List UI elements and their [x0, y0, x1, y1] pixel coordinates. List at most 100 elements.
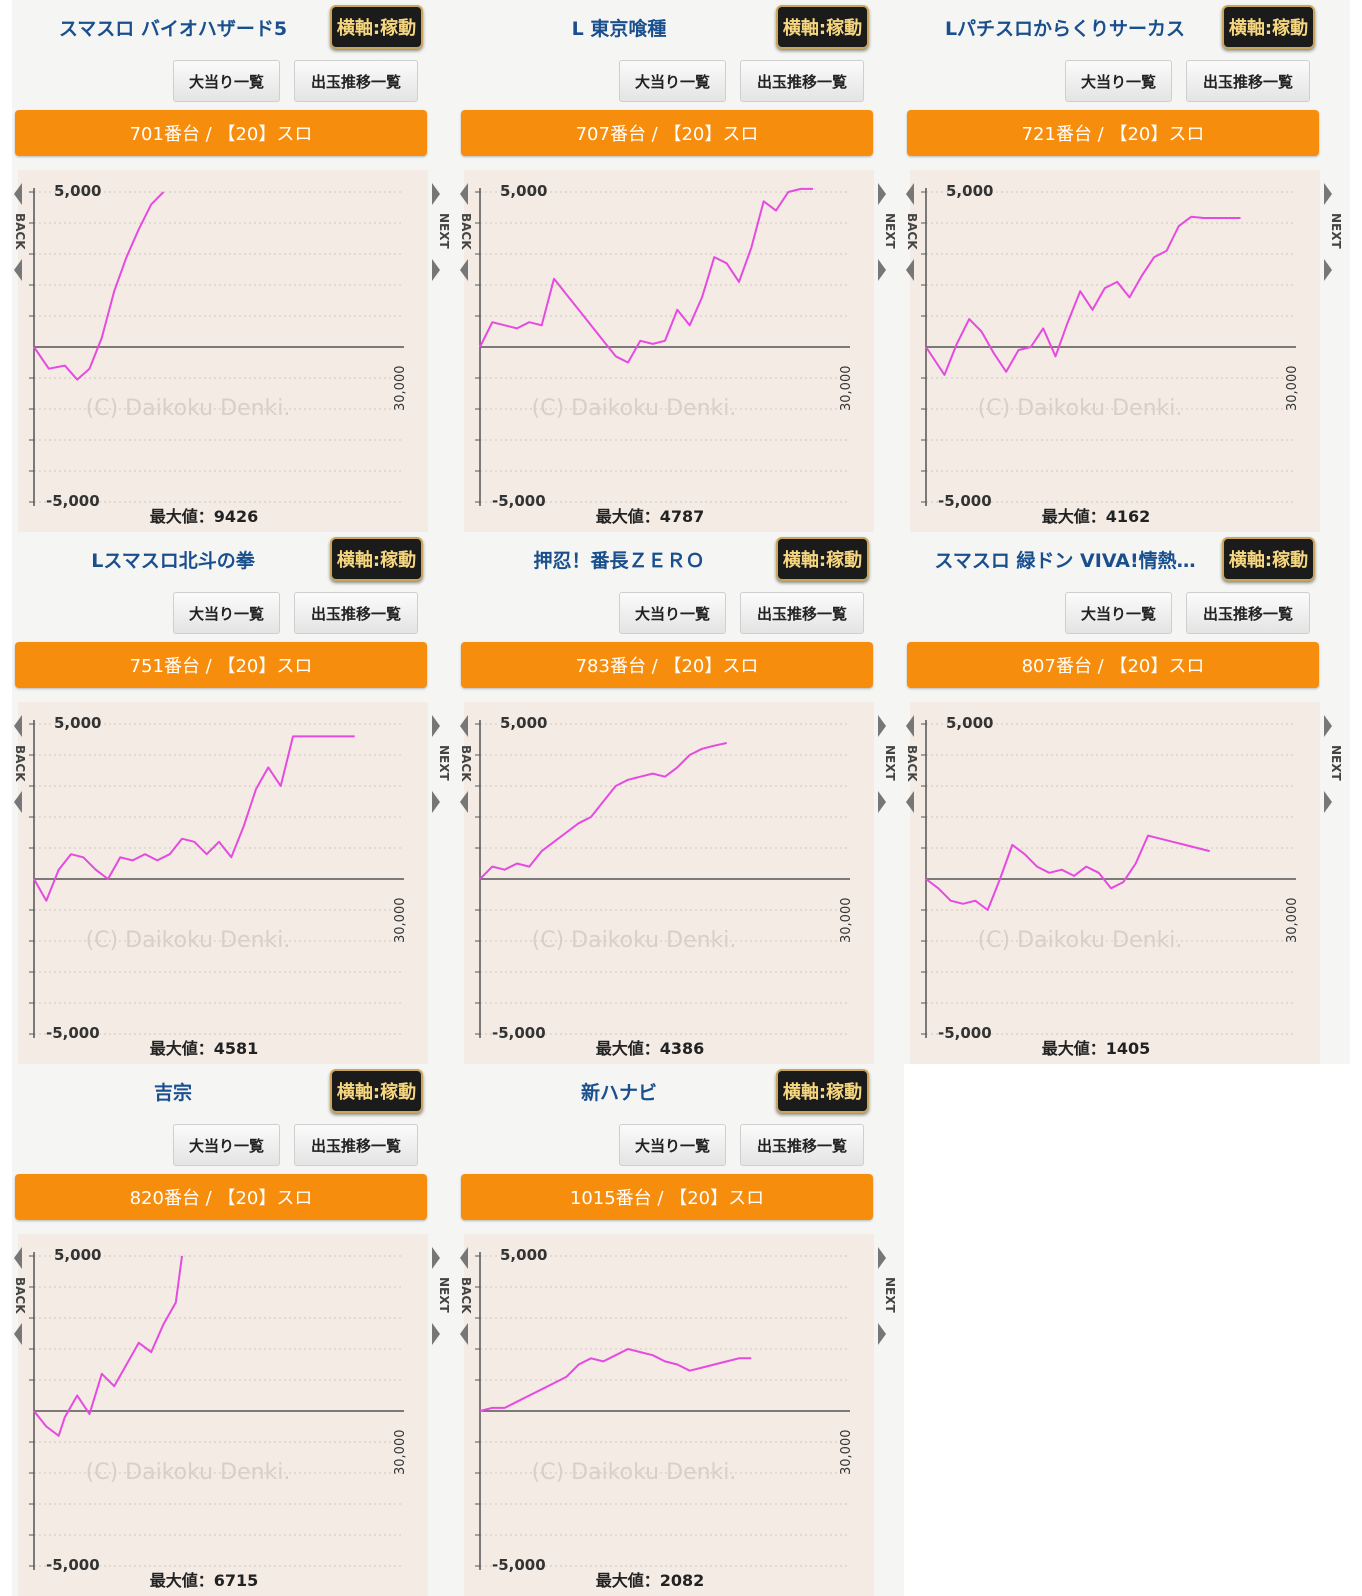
next-arrow-icon[interactable]: [432, 715, 440, 737]
next-arrow-icon[interactable]: [878, 259, 886, 281]
hits-list-button[interactable]: 大当り一覧: [619, 60, 726, 102]
machine-title[interactable]: Lパチスロからくりサーカス: [944, 18, 1186, 40]
watermark-text: (C) Daikoku Denki.: [86, 1460, 291, 1485]
axis-toggle-button[interactable]: 横軸:稼動: [330, 537, 423, 581]
back-arrow-icon[interactable]: [460, 183, 468, 205]
axis-toggle-button[interactable]: 横軸:稼動: [776, 1069, 869, 1113]
data-series-line: [33, 191, 165, 381]
machine-number-bar[interactable]: 707番台 / 【20】スロ: [461, 110, 873, 156]
hits-list-button[interactable]: 大当り一覧: [1065, 592, 1172, 634]
hits-list-button[interactable]: 大当り一覧: [173, 60, 280, 102]
machine-title[interactable]: 新ハナビ: [580, 1082, 657, 1104]
next-arrow-icon[interactable]: [1324, 791, 1332, 813]
hits-list-button[interactable]: 大当り一覧: [619, 592, 726, 634]
back-label: BACK: [13, 1277, 27, 1314]
back-arrow-icon[interactable]: [14, 715, 22, 737]
trend-list-button[interactable]: 出玉推移一覧: [740, 60, 864, 102]
graph-svg: 5,000 -5,000 30,000 (C) Daikoku Denki. 最大値：6…: [13, 1234, 451, 1596]
next-arrow-icon[interactable]: [878, 1247, 886, 1269]
watermark-text: (C) Daikoku Denki.: [532, 396, 737, 421]
slump-graph: 5,000 -5,000 30,000 (C) Daikoku Denki. 最大値：4…: [458, 702, 904, 1064]
next-arrow-icon[interactable]: [878, 791, 886, 813]
back-arrow-icon[interactable]: [460, 259, 468, 281]
trend-list-button[interactable]: 出玉推移一覧: [740, 1124, 864, 1166]
machine-panel: 押忍！番長ＺＥＲＯ 横軸:稼動 大当り一覧 出玉推移一覧 783番台 / 【20…: [458, 532, 904, 1064]
machine-title[interactable]: スマスロ バイオハザード5: [58, 18, 288, 40]
graph-background: [18, 702, 428, 1064]
axis-toggle-button[interactable]: 横軸:稼動: [1222, 537, 1315, 581]
watermark-text: (C) Daikoku Denki.: [532, 1460, 737, 1485]
trend-list-button[interactable]: 出玉推移一覧: [1186, 60, 1310, 102]
back-arrow-icon[interactable]: [906, 791, 914, 813]
back-arrow-icon[interactable]: [906, 715, 914, 737]
trend-list-button[interactable]: 出玉推移一覧: [1186, 592, 1310, 634]
back-arrow-icon[interactable]: [906, 183, 914, 205]
back-arrow-icon[interactable]: [14, 791, 22, 813]
next-label: NEXT: [883, 1277, 897, 1313]
next-arrow-icon[interactable]: [432, 1247, 440, 1269]
max-value-label: 最大値：4162: [1042, 507, 1151, 526]
back-arrow-icon[interactable]: [14, 1323, 22, 1345]
machine-number-bar[interactable]: 783番台 / 【20】スロ: [461, 642, 873, 688]
next-arrow-icon[interactable]: [878, 1323, 886, 1345]
next-label: NEXT: [437, 1277, 451, 1313]
hits-list-button[interactable]: 大当り一覧: [173, 1124, 280, 1166]
machine-title[interactable]: Lスマスロ北斗の拳: [91, 550, 255, 572]
back-arrow-icon[interactable]: [460, 791, 468, 813]
back-label: BACK: [905, 745, 919, 782]
back-arrow-icon[interactable]: [14, 259, 22, 281]
next-arrow-icon[interactable]: [432, 183, 440, 205]
machine-number-bar[interactable]: 751番台 / 【20】スロ: [15, 642, 427, 688]
machine-number-bar[interactable]: 820番台 / 【20】スロ: [15, 1174, 427, 1220]
next-arrow-icon[interactable]: [878, 183, 886, 205]
machine-number-bar[interactable]: 807番台 / 【20】スロ: [907, 642, 1319, 688]
watermark-text: (C) Daikoku Denki.: [978, 928, 1183, 953]
machine-number-bar[interactable]: 1015番台 / 【20】スロ: [461, 1174, 873, 1220]
next-arrow-icon[interactable]: [432, 259, 440, 281]
data-series-line: [925, 834, 1210, 911]
machine-panel: スマスロ バイオハザード5 横軸:稼動 大当り一覧 出玉推移一覧 701番台 /…: [12, 0, 458, 532]
back-arrow-icon[interactable]: [460, 715, 468, 737]
back-label: BACK: [459, 213, 473, 250]
next-arrow-icon[interactable]: [432, 1323, 440, 1345]
back-arrow-icon[interactable]: [906, 259, 914, 281]
hits-list-button[interactable]: 大当り一覧: [1065, 60, 1172, 102]
axis-toggle-button[interactable]: 横軸:稼動: [776, 5, 869, 49]
data-series-line: [479, 187, 813, 364]
back-arrow-icon[interactable]: [14, 183, 22, 205]
machine-title[interactable]: 吉宗: [153, 1082, 192, 1104]
axis-toggle-button[interactable]: 横軸:稼動: [330, 5, 423, 49]
back-arrow-icon[interactable]: [460, 1323, 468, 1345]
y-min-label: -5,000: [492, 1024, 546, 1042]
hits-list-button[interactable]: 大当り一覧: [173, 592, 280, 634]
machine-panel: Lスマスロ北斗の拳 横軸:稼動 大当り一覧 出玉推移一覧 751番台 / 【20…: [12, 532, 458, 1064]
machine-title[interactable]: 押忍！番長ＺＥＲＯ: [533, 550, 705, 572]
next-arrow-icon[interactable]: [432, 791, 440, 813]
next-arrow-icon[interactable]: [1324, 259, 1332, 281]
next-label: NEXT: [1329, 213, 1343, 249]
machine-title[interactable]: スマスロ 緑ドン VIVA!情熱…: [934, 550, 1196, 572]
trend-list-button[interactable]: 出玉推移一覧: [294, 592, 418, 634]
max-value-label: 最大値：9426: [150, 507, 259, 526]
next-label: NEXT: [437, 213, 451, 249]
data-series-line: [479, 742, 727, 880]
back-arrow-icon[interactable]: [460, 1247, 468, 1269]
machine-number-bar[interactable]: 701番台 / 【20】スロ: [15, 110, 427, 156]
trend-list-button[interactable]: 出玉推移一覧: [294, 60, 418, 102]
next-arrow-icon[interactable]: [1324, 715, 1332, 737]
axis-toggle-button[interactable]: 横軸:稼動: [776, 537, 869, 581]
hits-list-button[interactable]: 大当り一覧: [619, 1124, 726, 1166]
next-arrow-icon[interactable]: [1324, 183, 1332, 205]
slump-graph: 5,000 -5,000 30,000 (C) Daikoku Denki. 最大値：9…: [12, 170, 458, 532]
machine-number-bar[interactable]: 721番台 / 【20】スロ: [907, 110, 1319, 156]
axis-toggle-button[interactable]: 横軸:稼動: [330, 1069, 423, 1113]
back-arrow-icon[interactable]: [14, 1247, 22, 1269]
axis-toggle-button[interactable]: 横軸:稼動: [1222, 5, 1315, 49]
y-min-label: -5,000: [938, 1024, 992, 1042]
machine-panel: 新ハナビ 横軸:稼動 大当り一覧 出玉推移一覧 1015番台 / 【20】スロ …: [458, 1064, 904, 1596]
next-arrow-icon[interactable]: [878, 715, 886, 737]
back-label: BACK: [905, 213, 919, 250]
trend-list-button[interactable]: 出玉推移一覧: [740, 592, 864, 634]
machine-title[interactable]: L 東京喰種: [571, 18, 667, 40]
trend-list-button[interactable]: 出玉推移一覧: [294, 1124, 418, 1166]
